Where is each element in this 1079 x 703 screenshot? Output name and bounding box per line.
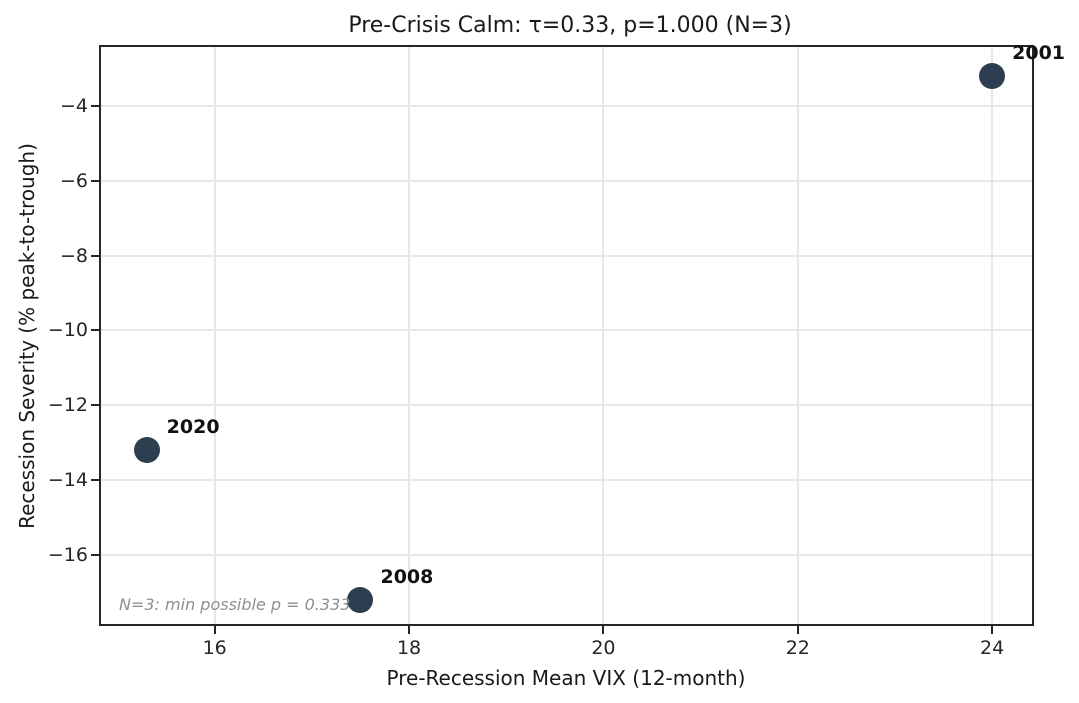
y-gridline bbox=[101, 105, 1032, 108]
chart-title: Pre-Crisis Calm: τ=0.33, p=1.000 (N=3) bbox=[348, 13, 792, 38]
point-label-2008: 2008 bbox=[380, 565, 434, 588]
x-gridline bbox=[991, 47, 994, 624]
y-gridline bbox=[101, 254, 1032, 257]
min-p-annotation: N=3: min possible p = 0.333 bbox=[119, 595, 351, 614]
x-gridline bbox=[796, 47, 799, 624]
x-tick-label: 18 bbox=[396, 637, 422, 659]
point-label-2001: 2001 bbox=[1012, 42, 1066, 65]
y-tick-mark bbox=[91, 553, 99, 556]
x-gridline bbox=[602, 47, 605, 624]
y-tick-mark bbox=[91, 179, 99, 182]
x-tick-mark bbox=[408, 626, 411, 634]
y-tick-label: −14 bbox=[47, 469, 88, 492]
x-tick-label: 22 bbox=[785, 637, 810, 659]
x-axis-label: Pre-Recession Mean VIX (12-month) bbox=[386, 666, 746, 690]
y-tick-mark bbox=[91, 105, 99, 108]
x-tick-label: 20 bbox=[591, 637, 616, 659]
y-gridline bbox=[101, 479, 1032, 482]
data-point-2020 bbox=[133, 437, 160, 464]
y-tick-label: −6 bbox=[59, 169, 88, 192]
x-gridline bbox=[213, 47, 216, 624]
x-tick-mark bbox=[213, 626, 216, 634]
y-tick-label: −12 bbox=[47, 394, 88, 417]
y-tick-label: −16 bbox=[47, 543, 88, 566]
data-point-2001 bbox=[979, 63, 1006, 90]
x-tick-mark bbox=[991, 626, 994, 634]
data-point-2008 bbox=[347, 586, 374, 613]
y-gridline bbox=[101, 329, 1032, 332]
y-tick-mark bbox=[91, 254, 99, 257]
y-tick-label: −10 bbox=[47, 319, 88, 342]
x-gridline bbox=[408, 47, 411, 624]
point-label-2020: 2020 bbox=[166, 416, 220, 439]
x-tick-mark bbox=[796, 626, 799, 634]
y-gridline bbox=[101, 553, 1032, 556]
x-tick-mark bbox=[602, 626, 605, 634]
x-tick-label: 24 bbox=[980, 637, 1005, 659]
y-tick-label: −8 bbox=[59, 244, 88, 267]
y-gridline bbox=[101, 179, 1032, 182]
y-gridline bbox=[101, 404, 1032, 407]
y-tick-mark bbox=[91, 479, 99, 482]
plot-area-frame bbox=[99, 45, 1034, 626]
y-tick-label: −4 bbox=[59, 95, 88, 118]
y-tick-mark bbox=[91, 404, 99, 407]
y-axis-label: Recession Severity (% peak-to-trough) bbox=[15, 143, 39, 529]
x-tick-label: 16 bbox=[202, 637, 227, 659]
y-tick-mark bbox=[91, 329, 99, 332]
